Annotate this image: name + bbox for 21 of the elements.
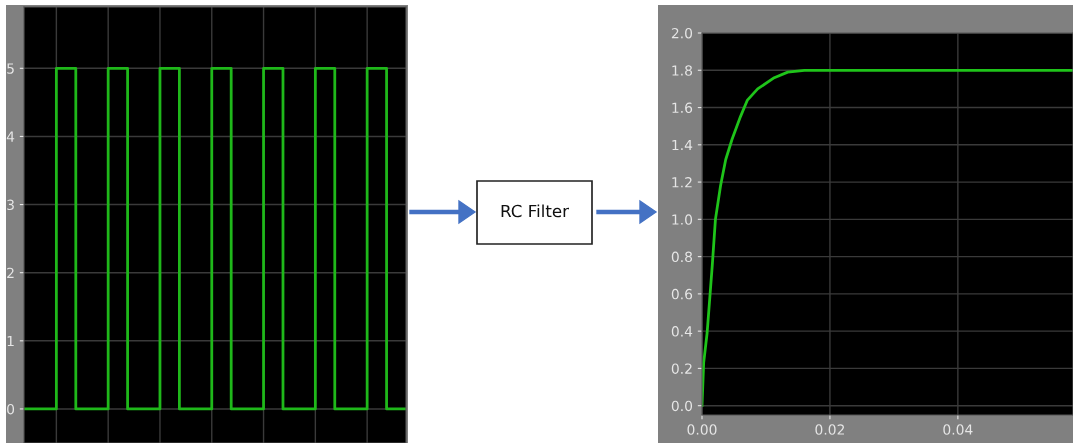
x-tick-label: 0.04 (943, 424, 973, 435)
y-tick-label: 4 (6, 131, 15, 142)
y-tick-label: 2.0 (671, 27, 693, 39)
y-tick-label: 0.8 (671, 251, 693, 263)
x-tick-label: 0.02 (815, 424, 844, 435)
y-tick-label: 0.4 (671, 326, 693, 337)
y-tick-label: 0.6 (671, 288, 693, 300)
y-tick-label: 1.4 (672, 139, 693, 151)
y-tick-label: 1.2 (672, 177, 692, 188)
y-tick-label: 1 (7, 335, 14, 347)
text: RC Filter (501, 204, 569, 218)
y-tick-label: 5 (7, 63, 14, 74)
x-tick-label: 0.00 (687, 424, 717, 435)
y-tick-label: 0.0 (671, 400, 693, 412)
y-tick-label: 2 (7, 267, 14, 278)
y-tick-label: 3 (7, 199, 14, 211)
y-tick-label: 1.6 (672, 102, 693, 114)
y-tick-label: 1.0 (672, 214, 693, 225)
y-tick-label: 1.8 (672, 65, 693, 76)
y-tick-label: 0 (7, 403, 15, 415)
y-tick-label: 0.2 (671, 363, 692, 374)
